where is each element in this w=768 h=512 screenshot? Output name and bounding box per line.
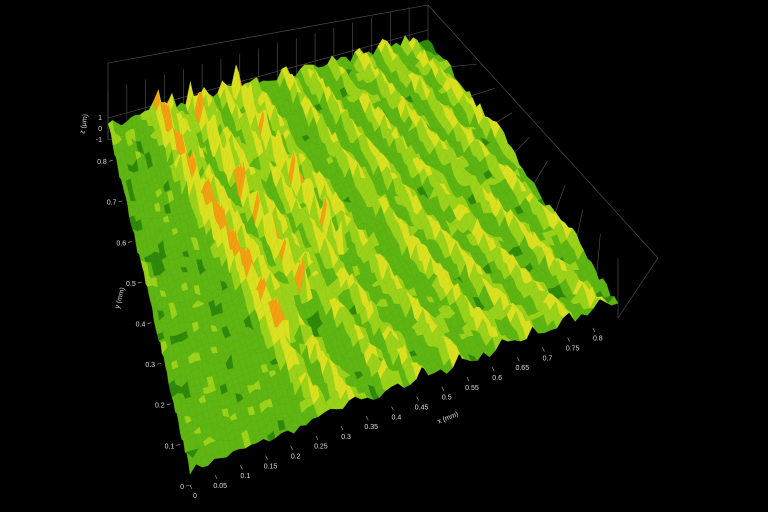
x-tick-label: 0.15 xyxy=(264,463,278,470)
y-tick xyxy=(128,241,133,243)
y-tick-label: 0.5 xyxy=(126,281,136,288)
y-tick-label: 0.4 xyxy=(136,321,146,328)
y-tick-label: 0.1 xyxy=(165,443,175,450)
box-edge xyxy=(107,4,429,64)
x-tick xyxy=(189,484,193,490)
x-tick xyxy=(466,376,470,382)
y-tick xyxy=(176,444,181,446)
y-tick-label: 0.7 xyxy=(107,200,117,207)
x-tick-label: 0.2 xyxy=(291,454,301,461)
x-tick-label: 0.25 xyxy=(314,444,328,451)
y-tick xyxy=(166,403,171,406)
surface xyxy=(107,35,619,475)
box-edge xyxy=(427,4,659,259)
y-tick-label: 0.3 xyxy=(145,362,155,369)
y-tick xyxy=(108,160,113,162)
z-tick-label: 1 xyxy=(98,115,102,122)
z-tick-label: 0 xyxy=(98,126,102,133)
x-tick xyxy=(567,337,570,342)
x-tick xyxy=(315,435,319,441)
surface-cell xyxy=(607,296,619,306)
y-tick-label: 0.6 xyxy=(116,240,126,247)
x-tick-label: 0.8 xyxy=(593,336,603,343)
y-tick xyxy=(147,322,152,324)
x-tick xyxy=(340,425,344,431)
x-tick-label: 0.6 xyxy=(492,375,502,382)
x-tick xyxy=(265,455,268,460)
axes: 0 0.05 0.1 0.15 0.2 0.25 0.3 0.35 0.4 0.45 0.5 0.55… xyxy=(96,115,603,500)
x-tick-label: 0.35 xyxy=(364,424,378,431)
x-tick xyxy=(542,347,545,352)
x-tick xyxy=(491,366,495,372)
x-tick xyxy=(416,396,419,401)
z-tick-label: -1 xyxy=(96,137,102,144)
x-tick xyxy=(391,406,394,411)
y-tick-label: 0 xyxy=(180,484,184,491)
y-tick xyxy=(156,362,162,365)
x-tick xyxy=(214,475,218,480)
x-tick-label: 0.45 xyxy=(415,404,429,411)
y-tick-label: 0.8 xyxy=(97,159,107,166)
box-edge xyxy=(617,257,659,319)
x-tick-label: 0.3 xyxy=(341,434,351,441)
x-tick-label: 0.55 xyxy=(465,385,479,392)
x-tick-label: 0.5 xyxy=(442,395,452,402)
y-tick-label: 0.2 xyxy=(155,403,165,410)
x-tick-label: 0.75 xyxy=(566,345,580,352)
x-tick-label: 0.1 xyxy=(240,473,250,480)
z-axis-label: z (µm) xyxy=(79,114,89,135)
y-tick xyxy=(118,200,123,203)
x-tick xyxy=(517,357,520,362)
x-tick-label: 0.7 xyxy=(543,355,553,362)
y-tick xyxy=(137,281,142,284)
x-tick xyxy=(441,386,445,391)
x-tick xyxy=(240,465,243,470)
x-tick-label: 0.4 xyxy=(392,414,402,421)
x-tick-label: 0 xyxy=(193,493,197,500)
x-tick-label: 0.65 xyxy=(515,365,529,372)
x-tick-label: 0.05 xyxy=(213,483,227,490)
x-tick xyxy=(592,327,596,332)
x-tick xyxy=(365,416,369,421)
y-tick xyxy=(185,484,191,487)
x-tick xyxy=(290,445,293,450)
